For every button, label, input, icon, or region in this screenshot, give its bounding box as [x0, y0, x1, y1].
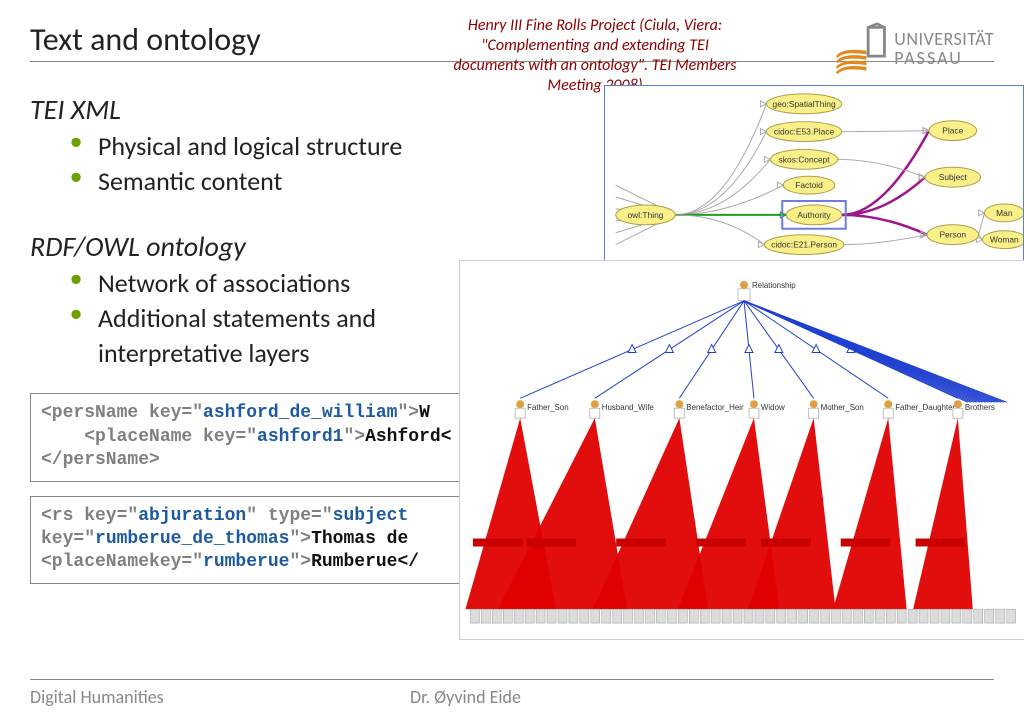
footer-left: Digital Humanities	[30, 686, 410, 708]
logo-mark-icon	[834, 22, 888, 76]
svg-text:Benefactor_Heir: Benefactor_Heir	[686, 403, 744, 412]
svg-text:Widow: Widow	[761, 403, 785, 412]
svg-text:owl:Thing: owl:Thing	[627, 210, 663, 220]
footer: Digital Humanities Dr. Øyvind Eide	[30, 679, 994, 708]
svg-text:cidoc:E53.Place: cidoc:E53.Place	[774, 127, 835, 137]
svg-text:Mother_Son: Mother_Son	[821, 403, 864, 412]
code-sample-1: <persName key="ashford_de_william">W <pl…	[30, 393, 460, 481]
svg-text:Relationship: Relationship	[752, 281, 796, 290]
svg-text:Woman: Woman	[990, 235, 1019, 245]
svg-text:cidoc:E21.Person: cidoc:E21.Person	[771, 240, 837, 250]
relationship-tree-diagram: Relationship Father_Son Husband_Wife Benefa…	[459, 260, 1024, 640]
svg-text:Person: Person	[939, 230, 966, 240]
header: Text and ontology Henry III Fine Rolls P…	[30, 20, 994, 62]
svg-text:Authority: Authority	[797, 210, 831, 220]
svg-text:geo:SpatialThing: geo:SpatialThing	[773, 99, 836, 109]
logo-text-line2: PASSAU	[894, 49, 994, 68]
university-logo: UNIVERSITÄT PASSAU	[834, 22, 994, 76]
bullet-item: Additional statements and interpretative…	[70, 301, 490, 371]
svg-text:Father_Son: Father_Son	[527, 403, 568, 412]
code-sample-2: <rs key="abjuration" type="subject key="…	[30, 496, 460, 584]
svg-text:skos:Concept: skos:Concept	[779, 154, 831, 164]
svg-text:Husband_Wife: Husband_Wife	[602, 403, 655, 412]
svg-text:Subject: Subject	[939, 172, 968, 182]
footer-center: Dr. Øyvind Eide	[410, 686, 521, 708]
slide-title: Text and ontology	[30, 20, 261, 59]
svg-text:Man: Man	[996, 208, 1013, 218]
svg-text:Place: Place	[942, 126, 963, 136]
svg-text:Father_Daughter: Father_Daughter	[895, 403, 955, 412]
slide: Text and ontology Henry III Fine Rolls P…	[0, 0, 1024, 720]
svg-text:Factoid: Factoid	[795, 180, 823, 190]
svg-text:Brothers: Brothers	[965, 403, 995, 412]
citation-text: Henry III Fine Rolls Project (Ciula, Vie…	[450, 16, 740, 96]
